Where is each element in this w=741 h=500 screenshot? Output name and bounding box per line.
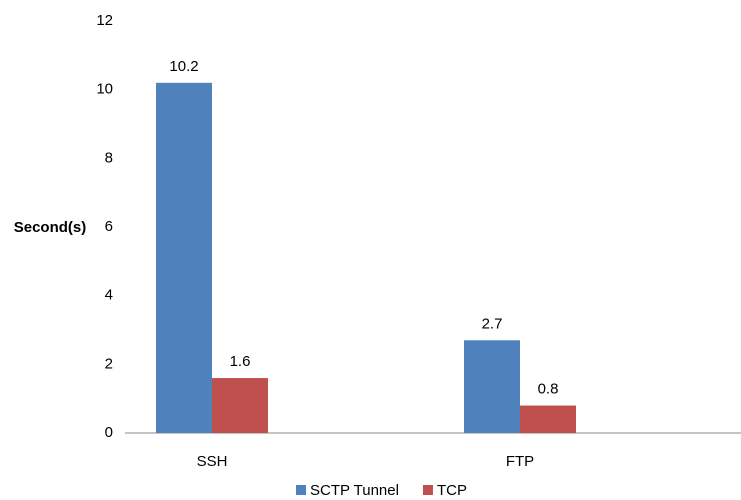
data-label: 1.6 xyxy=(230,353,251,370)
legend-swatch xyxy=(296,485,306,495)
y-tick-label: 4 xyxy=(105,287,113,304)
x-tick-label: SSH xyxy=(197,453,228,470)
legend-label: TCP xyxy=(437,482,467,499)
legend-swatch xyxy=(422,485,433,495)
data-label: 2.7 xyxy=(482,315,503,332)
y-tick-label: 8 xyxy=(105,149,113,166)
y-tick-label: 10 xyxy=(96,81,113,98)
bar xyxy=(212,378,268,433)
bar xyxy=(464,340,520,433)
y-tick-label: 6 xyxy=(105,218,113,235)
y-tick-label: 0 xyxy=(105,424,113,441)
data-label: 10.2 xyxy=(169,58,198,75)
y-tick-label: 12 xyxy=(96,12,113,29)
legend-label: SCTP Tunnel xyxy=(310,482,399,499)
y-axis-label: Second(s) xyxy=(14,219,87,236)
bar xyxy=(156,82,212,434)
data-label: 0.8 xyxy=(538,381,559,398)
x-tick-label: FTP xyxy=(506,453,534,470)
y-tick-label: 2 xyxy=(105,355,113,372)
bar xyxy=(520,405,576,433)
